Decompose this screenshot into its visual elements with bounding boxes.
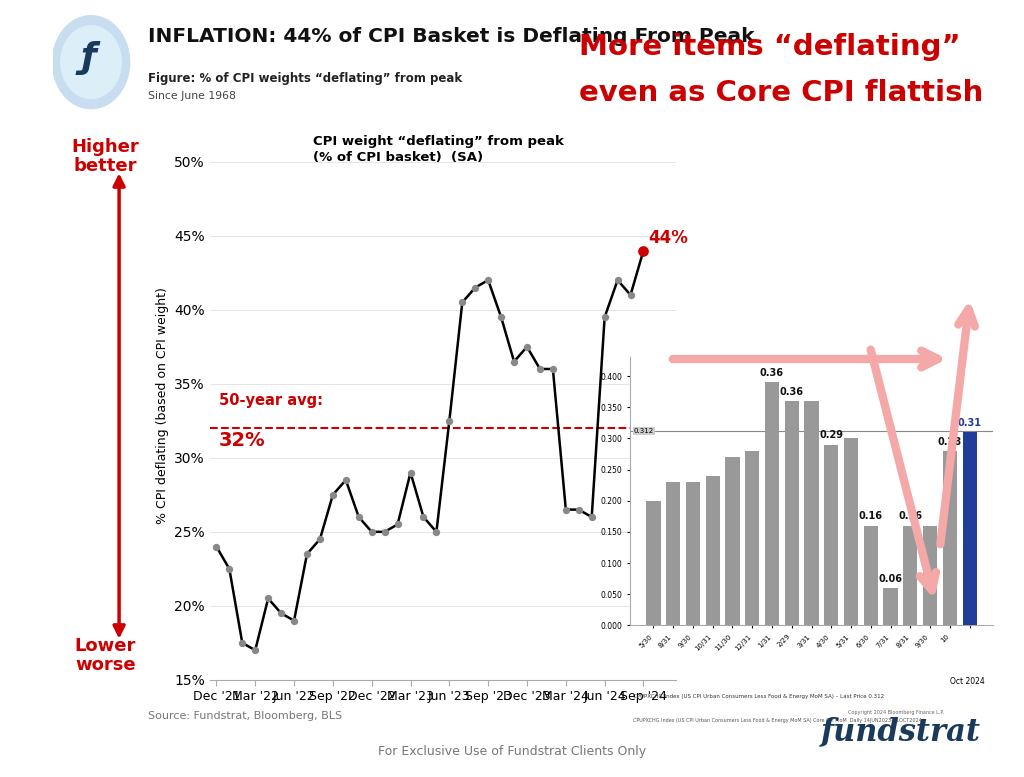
- Bar: [923, 526, 937, 625]
- Text: 50-year avg:: 50-year avg:: [219, 392, 323, 407]
- Point: [558, 503, 574, 516]
- Text: 44%: 44%: [648, 229, 688, 247]
- Text: fundstrat: fundstrat: [821, 716, 981, 747]
- Text: 0.36: 0.36: [779, 387, 804, 397]
- Point: [247, 644, 263, 657]
- Bar: [784, 401, 799, 625]
- Text: 0.06: 0.06: [879, 573, 902, 584]
- Bar: [706, 476, 720, 625]
- Point: [377, 525, 393, 538]
- Point: [531, 363, 548, 375]
- Point: [286, 615, 302, 627]
- Point: [519, 340, 536, 353]
- Text: CPUPXCHG Index (US CPI Urban Consumers Less Food & Energy MoM SA) Core CPI MoM  : CPUPXCHG Index (US CPI Urban Consumers L…: [634, 718, 923, 723]
- Point: [545, 363, 561, 375]
- Text: 0.29: 0.29: [819, 430, 844, 441]
- Point: [609, 274, 626, 287]
- Bar: [824, 444, 839, 625]
- Point: [506, 355, 522, 368]
- Point: [428, 525, 444, 538]
- Y-axis label: % CPI deflating (based on CPI weight): % CPI deflating (based on CPI weight): [156, 287, 169, 524]
- Point: [480, 274, 497, 287]
- Text: 0.31: 0.31: [957, 418, 982, 428]
- Text: 0.16: 0.16: [859, 511, 883, 521]
- Circle shape: [60, 26, 121, 99]
- Point: [596, 311, 612, 323]
- Text: Lower
worse: Lower worse: [75, 637, 136, 674]
- Bar: [943, 451, 957, 625]
- Point: [311, 533, 328, 545]
- Point: [350, 510, 367, 523]
- Point: [389, 518, 406, 531]
- Text: CPUPXCHG Index (US CPI Urban Consumers Less Food & Energy MoM SA) – Last Price 0: CPUPXCHG Index (US CPI Urban Consumers L…: [634, 694, 885, 699]
- Text: 0.16: 0.16: [898, 511, 923, 521]
- Text: even as Core CPI flattish: even as Core CPI flattish: [579, 79, 983, 107]
- Text: CPI weight “deflating” from peak
(% of CPI basket)  (SA): CPI weight “deflating” from peak (% of C…: [313, 135, 564, 164]
- Circle shape: [52, 16, 130, 109]
- Point: [273, 607, 290, 619]
- Bar: [686, 482, 700, 625]
- Text: Copyright 2024 Bloomberg Finance L.P.: Copyright 2024 Bloomberg Finance L.P.: [848, 710, 944, 715]
- Bar: [745, 451, 760, 625]
- Point: [416, 510, 432, 523]
- Text: 32%: 32%: [219, 431, 265, 450]
- Point: [208, 541, 224, 553]
- Text: Figure: % of CPI weights “deflating” from peak: Figure: % of CPI weights “deflating” fro…: [148, 71, 463, 85]
- Bar: [963, 432, 977, 625]
- Point: [635, 244, 651, 256]
- Text: Oct 2024: Oct 2024: [950, 678, 985, 686]
- Text: INFLATION: 44% of CPI Basket is Deflating From Peak: INFLATION: 44% of CPI Basket is Deflatin…: [148, 27, 755, 46]
- Bar: [844, 438, 858, 625]
- Point: [635, 244, 651, 256]
- Point: [338, 474, 354, 486]
- Point: [221, 563, 238, 575]
- Text: 0.28: 0.28: [938, 437, 962, 447]
- Text: 0.312: 0.312: [634, 428, 653, 434]
- Point: [260, 592, 276, 605]
- Point: [402, 466, 419, 479]
- Point: [299, 548, 315, 560]
- Text: More items “deflating”: More items “deflating”: [579, 33, 961, 61]
- Point: [454, 296, 470, 308]
- Bar: [805, 401, 818, 625]
- Text: ƒ: ƒ: [81, 41, 96, 75]
- Point: [234, 636, 251, 649]
- Text: Source: Fundstrat, Bloomberg, BLS: Source: Fundstrat, Bloomberg, BLS: [148, 711, 343, 721]
- Text: Macro Research: Macro Research: [18, 336, 31, 441]
- Bar: [666, 482, 680, 625]
- Point: [493, 311, 509, 323]
- Point: [364, 525, 380, 538]
- Bar: [884, 588, 898, 625]
- Bar: [863, 526, 878, 625]
- Bar: [765, 382, 779, 625]
- Bar: [725, 457, 739, 625]
- Point: [623, 289, 639, 301]
- Text: For Exclusive Use of Fundstrat Clients Only: For Exclusive Use of Fundstrat Clients O…: [378, 745, 646, 758]
- Text: Higher
better: Higher better: [72, 138, 139, 175]
- Text: Since June 1968: Since June 1968: [148, 91, 237, 101]
- Point: [570, 503, 587, 516]
- Point: [325, 489, 341, 501]
- Point: [467, 281, 483, 294]
- Bar: [903, 526, 918, 625]
- Text: 0.36: 0.36: [760, 368, 784, 378]
- Point: [441, 415, 458, 427]
- Bar: [646, 501, 660, 625]
- Point: [584, 510, 600, 523]
